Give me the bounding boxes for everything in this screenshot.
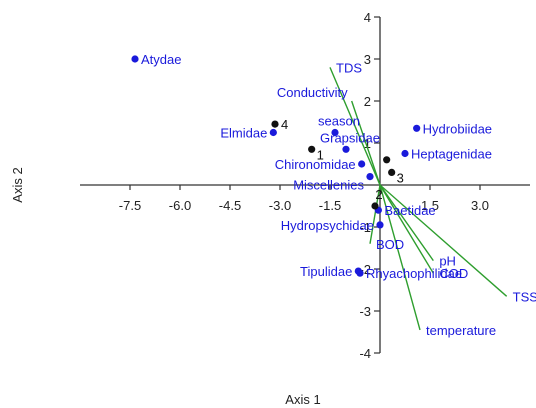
site-point [371,202,379,210]
taxon-point [413,124,421,132]
x-tick-label: 1.5 [421,198,439,213]
taxon-label: Rhyachophilidae [366,266,462,281]
y-tick-label: -4 [359,346,371,361]
points-layer [131,55,421,277]
vector-line [379,184,508,297]
vector-label: pH [439,254,456,269]
taxon-label: Hydropsychidae [281,218,374,233]
taxon-label: season [318,114,360,129]
site-label: 1 [317,147,324,162]
site-label: 2 [375,187,382,202]
vector-label: TDS [336,60,362,75]
taxon-label: Elmidae [220,126,267,141]
x-tick-label: -4.5 [219,198,241,213]
x-tick-label: -6.0 [169,198,191,213]
site-point [308,145,316,153]
taxon-point [366,173,374,181]
x-tick-label: -1.5 [319,198,341,213]
site-point [388,168,396,176]
taxon-label: Chironomidae [275,157,356,172]
vector-line [379,184,434,262]
environmental-vectors [329,67,508,331]
site-point [383,156,391,164]
x-tick-label: -3.0 [269,198,291,213]
taxon-point [401,149,409,158]
vector-line [379,184,434,274]
site-point [271,120,279,128]
taxon-point [269,128,277,137]
y-tick-label: -3 [359,304,371,319]
taxon-point [331,128,339,137]
vector-label: temperature [426,323,496,338]
vector-line [329,67,381,186]
taxon-label: Heptagenidae [411,147,492,162]
taxon-point [131,55,139,63]
taxon-label: Tipulidae [300,264,352,279]
vector-label: TSS [513,289,536,304]
vector-line [351,100,381,186]
taxon-label: Hydrobiidae [423,121,492,136]
y-tick-label: 1 [364,136,371,151]
taxon-label: Baetidae [384,203,435,218]
vector-line [369,184,381,244]
site-label: 3 [397,170,404,185]
y-tick-label: 4 [364,10,371,25]
taxon-point [356,269,364,277]
vector-line [379,184,421,331]
x-tick-label: -7.5 [119,198,141,213]
vector-label: COD [439,266,468,281]
y-tick-label: -2 [359,262,371,277]
y-tick-label: 2 [364,94,371,109]
taxon-point [376,221,384,229]
taxon-point [342,145,350,153]
y-tick-label: 3 [364,52,371,67]
taxon-point [358,160,366,168]
taxon-label: Miscellenies [293,178,364,193]
vector-label: Conductivity [277,85,348,100]
taxon-label: Atydae [141,52,181,67]
taxon-label: Grapsidae [320,130,380,145]
site-label: 4 [281,117,288,132]
y-axis-title: Axis 2 [10,167,25,202]
y-tick-label: -1 [359,220,371,235]
x-tick-label: 3.0 [471,198,489,213]
x-axis-title: Axis 1 [285,392,320,407]
vector-label: BOD [376,237,404,252]
